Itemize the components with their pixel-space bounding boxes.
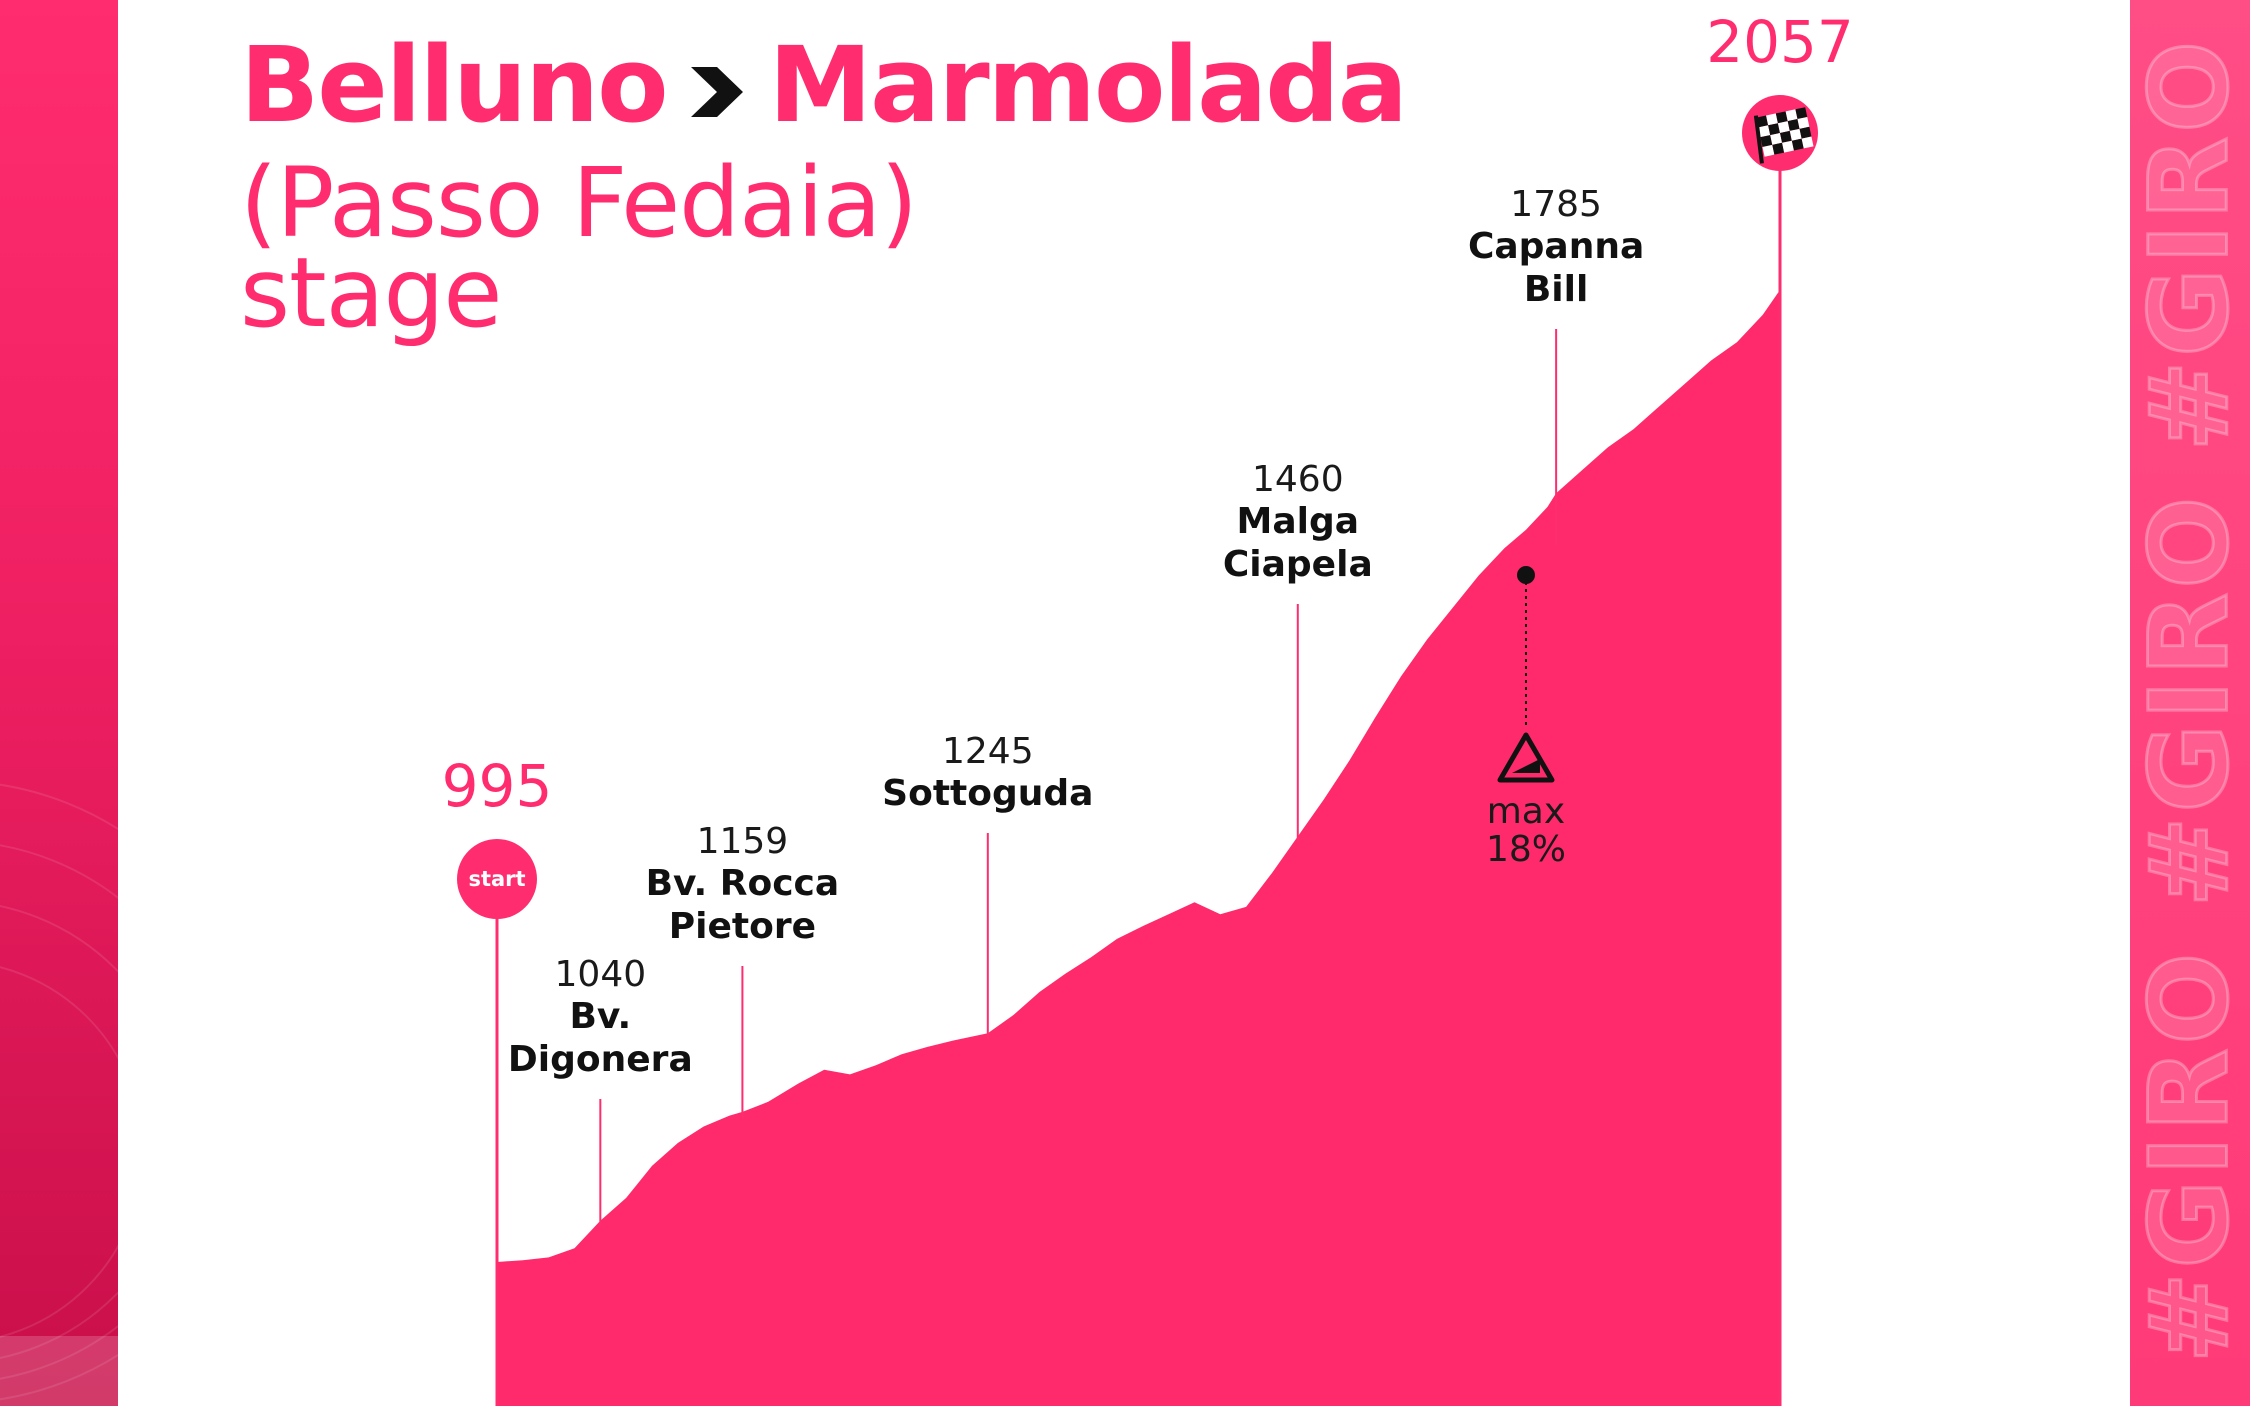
- stage-title: Belluno Marmolada: [240, 20, 1408, 150]
- waypoint-elevation-label: 1040: [554, 954, 647, 995]
- max-gradient-label: max 18%: [1486, 793, 1566, 869]
- start-elevation-label: 995: [441, 752, 553, 820]
- waypoint-name-line: Sottoguda: [882, 773, 1094, 814]
- finish-elevation-label: 2057: [1706, 8, 1854, 76]
- waypoint-name-label: Bv. Digonera: [508, 995, 693, 1081]
- waypoint-name-label: Sottoguda: [882, 772, 1093, 815]
- max-gradient-value: 18%: [1485, 829, 1566, 870]
- decorative-corner: [0, 1336, 118, 1406]
- waypoint-name-line: Ciapela: [1222, 544, 1373, 585]
- max-gradient-word: max: [1486, 791, 1566, 832]
- waypoint-name-label: Capanna Bill: [1468, 225, 1644, 311]
- waypoint-elevation-label: 1460: [1251, 459, 1344, 500]
- waypoint-name-label: Malga Ciapela: [1223, 500, 1373, 586]
- subtitle-line-2: (Passo Fedaia): [240, 147, 918, 259]
- stage-subtitle: (Passo Fedaia) stage: [240, 147, 918, 349]
- waypoint-name-line: Pietore: [668, 906, 817, 947]
- waypoint-name-line: Bv.: [569, 996, 632, 1037]
- waypoint-name-line: Bv. Rocca: [645, 863, 840, 904]
- waypoint-name-line: Malga: [1236, 501, 1360, 542]
- waypoint-elevation-label: 1159: [696, 821, 789, 862]
- waypoint-elevation-label: 1785: [1510, 184, 1602, 225]
- checkered-flag-icon: [1753, 107, 1814, 164]
- gradient-warning-icon: [1497, 732, 1555, 783]
- chevron-right-icon: [690, 67, 743, 117]
- waypoint-name-line: Capanna: [1467, 226, 1645, 267]
- title-from: Belluno: [240, 24, 669, 146]
- subtitle-line-3: stage: [240, 237, 502, 349]
- waypoint-name-line: Digonera: [507, 1039, 693, 1080]
- waypoint-name-label: Bv. Rocca Pietore: [646, 862, 840, 948]
- waypoint-name-line: Bill: [1523, 269, 1589, 310]
- title-to: Marmolada: [768, 24, 1408, 146]
- start-label: start: [468, 867, 526, 891]
- elevation-profile-area: [497, 290, 1780, 1406]
- right-decorative-band: #GIRO #GIRO #GIRO: [2130, 0, 2250, 1406]
- left-decorative-band: [0, 0, 118, 1406]
- start-marker-circle: [457, 839, 537, 919]
- waypoint-elevation-label: 1245: [941, 731, 1034, 772]
